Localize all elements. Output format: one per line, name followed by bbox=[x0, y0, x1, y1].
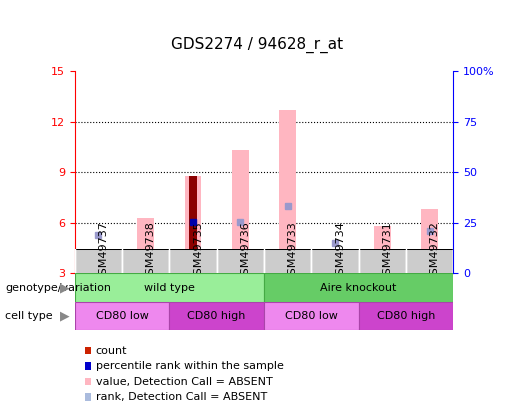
Bar bbox=[279, 110, 296, 273]
Bar bbox=[185, 175, 201, 273]
Text: CD80 high: CD80 high bbox=[187, 311, 246, 321]
Bar bbox=[264, 302, 358, 330]
Bar bbox=[421, 209, 438, 273]
Text: GSM49736: GSM49736 bbox=[241, 221, 250, 282]
Text: GDS2274 / 94628_r_at: GDS2274 / 94628_r_at bbox=[171, 36, 344, 53]
Text: value, Detection Call = ABSENT: value, Detection Call = ABSENT bbox=[96, 377, 272, 386]
Text: rank, Detection Call = ABSENT: rank, Detection Call = ABSENT bbox=[96, 392, 267, 402]
Bar bbox=[122, 249, 169, 302]
Bar bbox=[75, 302, 169, 330]
Bar bbox=[138, 218, 154, 273]
Bar bbox=[406, 249, 453, 302]
Text: Aire knockout: Aire knockout bbox=[320, 283, 397, 292]
Text: GSM49735: GSM49735 bbox=[193, 221, 203, 282]
Text: GSM49731: GSM49731 bbox=[382, 221, 392, 282]
Text: ▶: ▶ bbox=[60, 309, 70, 322]
Text: CD80 low: CD80 low bbox=[96, 311, 148, 321]
Text: genotype/variation: genotype/variation bbox=[5, 283, 111, 292]
Text: percentile rank within the sample: percentile rank within the sample bbox=[96, 361, 284, 371]
Bar bbox=[169, 249, 217, 302]
Text: GSM49732: GSM49732 bbox=[430, 221, 439, 282]
Text: GSM49738: GSM49738 bbox=[146, 221, 156, 282]
Text: GSM49734: GSM49734 bbox=[335, 221, 345, 282]
Text: ▶: ▶ bbox=[60, 281, 70, 294]
Bar bbox=[311, 249, 358, 302]
Bar bbox=[75, 273, 264, 302]
Bar bbox=[264, 273, 453, 302]
Text: CD80 low: CD80 low bbox=[285, 311, 338, 321]
Bar bbox=[374, 226, 390, 273]
Text: wild type: wild type bbox=[144, 283, 195, 292]
Bar bbox=[188, 175, 197, 273]
Text: count: count bbox=[96, 346, 127, 356]
Bar bbox=[90, 253, 107, 273]
Bar bbox=[327, 272, 343, 273]
Bar bbox=[358, 302, 453, 330]
Bar bbox=[232, 150, 249, 273]
Bar bbox=[264, 249, 311, 302]
Bar bbox=[217, 249, 264, 302]
Text: CD80 high: CD80 high bbox=[376, 311, 435, 321]
Bar bbox=[75, 249, 122, 302]
Bar bbox=[358, 249, 406, 302]
Bar bbox=[169, 302, 264, 330]
Text: GSM49737: GSM49737 bbox=[98, 221, 108, 282]
Text: GSM49733: GSM49733 bbox=[287, 221, 298, 282]
Text: cell type: cell type bbox=[5, 311, 53, 321]
